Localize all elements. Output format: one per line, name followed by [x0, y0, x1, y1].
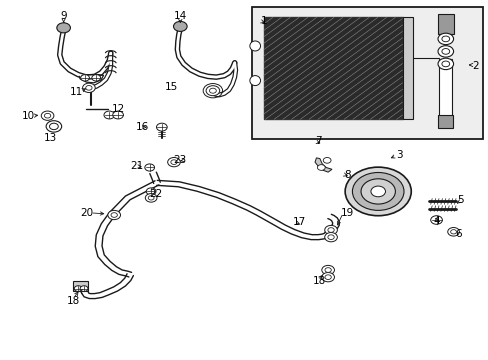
- Bar: [264, 18, 402, 119]
- Bar: [251, 7, 482, 139]
- Text: 3: 3: [395, 150, 402, 160]
- Circle shape: [317, 165, 325, 170]
- Circle shape: [104, 111, 115, 119]
- Circle shape: [441, 49, 449, 54]
- Circle shape: [145, 194, 157, 202]
- Text: 6: 6: [454, 229, 461, 239]
- Text: 9: 9: [60, 12, 67, 21]
- Circle shape: [92, 75, 101, 81]
- Circle shape: [345, 167, 410, 216]
- Ellipse shape: [249, 76, 260, 86]
- Circle shape: [324, 233, 337, 242]
- Text: 11: 11: [70, 87, 83, 98]
- Circle shape: [156, 123, 167, 131]
- Circle shape: [327, 228, 333, 232]
- Circle shape: [324, 225, 337, 235]
- Circle shape: [80, 286, 88, 292]
- Circle shape: [325, 268, 330, 273]
- Circle shape: [85, 86, 92, 90]
- Text: 5: 5: [457, 195, 463, 204]
- Circle shape: [113, 111, 123, 119]
- Text: 23: 23: [173, 156, 186, 165]
- Text: 22: 22: [149, 189, 163, 199]
- Circle shape: [321, 265, 334, 275]
- Circle shape: [437, 46, 453, 57]
- Circle shape: [370, 186, 385, 197]
- Text: 17: 17: [292, 217, 305, 227]
- Text: 14: 14: [173, 12, 186, 21]
- Bar: [437, 14, 453, 33]
- Circle shape: [352, 172, 403, 210]
- Text: 15: 15: [164, 82, 178, 92]
- Circle shape: [430, 216, 442, 224]
- Circle shape: [360, 179, 395, 204]
- Bar: [402, 18, 412, 119]
- Circle shape: [146, 188, 156, 195]
- Text: 19: 19: [340, 208, 353, 218]
- Text: 16: 16: [136, 122, 149, 132]
- Text: 18: 18: [313, 276, 326, 286]
- Bar: [437, 114, 452, 128]
- Circle shape: [144, 164, 154, 171]
- Circle shape: [41, 111, 54, 120]
- Circle shape: [81, 75, 89, 81]
- Circle shape: [450, 230, 456, 234]
- Text: 8: 8: [344, 170, 350, 180]
- Text: 18: 18: [66, 296, 80, 306]
- Circle shape: [173, 21, 187, 31]
- Text: 2: 2: [471, 62, 478, 71]
- Text: 10: 10: [21, 111, 35, 121]
- Circle shape: [447, 228, 458, 236]
- Polygon shape: [314, 158, 331, 172]
- Text: 20: 20: [80, 208, 93, 218]
- Circle shape: [437, 58, 453, 69]
- Circle shape: [148, 196, 154, 200]
- Circle shape: [441, 61, 449, 67]
- Circle shape: [57, 23, 70, 33]
- Circle shape: [323, 157, 330, 163]
- Circle shape: [49, 123, 58, 130]
- Circle shape: [46, 121, 61, 132]
- Text: 21: 21: [130, 161, 143, 171]
- Circle shape: [111, 213, 117, 217]
- Circle shape: [170, 160, 177, 165]
- Circle shape: [209, 88, 216, 93]
- Circle shape: [74, 286, 82, 292]
- Text: 12: 12: [111, 104, 124, 114]
- Ellipse shape: [249, 41, 260, 51]
- Circle shape: [437, 33, 453, 45]
- Circle shape: [44, 113, 51, 118]
- Circle shape: [327, 235, 333, 239]
- Circle shape: [205, 86, 219, 96]
- Circle shape: [167, 157, 180, 167]
- Text: 4: 4: [432, 216, 439, 226]
- Circle shape: [108, 210, 120, 220]
- Bar: [439, 59, 451, 116]
- Text: 7: 7: [315, 136, 322, 147]
- Circle shape: [325, 275, 330, 279]
- Text: 1: 1: [260, 16, 267, 26]
- Circle shape: [441, 36, 449, 42]
- Circle shape: [321, 273, 334, 282]
- Circle shape: [82, 83, 95, 93]
- Bar: [73, 282, 88, 292]
- Text: 13: 13: [43, 133, 57, 143]
